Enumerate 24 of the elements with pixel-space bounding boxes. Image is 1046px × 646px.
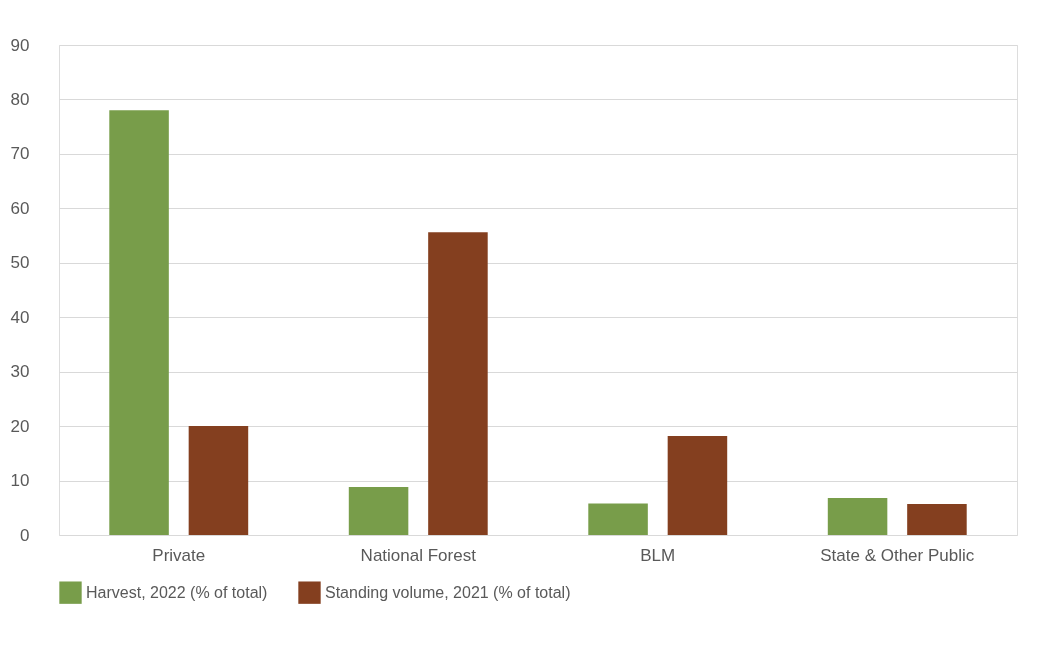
y-tick-label: 40 bbox=[10, 307, 30, 327]
y-tick-label: 10 bbox=[10, 471, 30, 491]
y-tick-label: 50 bbox=[10, 253, 30, 273]
y-tick-label: 0 bbox=[20, 525, 30, 545]
y-tick-label: 20 bbox=[10, 416, 30, 436]
x-tick-label: BLM bbox=[640, 545, 676, 565]
bar bbox=[588, 503, 648, 535]
bar bbox=[667, 435, 728, 535]
x-tick-label: Private bbox=[152, 545, 206, 565]
legend-label: Harvest, 2022 (% of total) bbox=[86, 583, 268, 601]
y-tick-label: 90 bbox=[10, 35, 30, 55]
bar bbox=[188, 426, 249, 535]
y-tick-label: 30 bbox=[10, 362, 30, 382]
bar bbox=[827, 497, 888, 535]
y-tick-label: 80 bbox=[10, 89, 30, 109]
x-tick-label: National Forest bbox=[360, 545, 477, 565]
y-tick-label: 60 bbox=[10, 198, 30, 218]
legend-label: Standing volume, 2021 (% of total) bbox=[325, 583, 571, 601]
bar bbox=[109, 110, 169, 535]
x-tick-label: State & Other Public bbox=[820, 545, 975, 565]
bar bbox=[907, 503, 967, 535]
bar bbox=[428, 232, 488, 535]
bar bbox=[348, 487, 409, 535]
y-tick-label: 70 bbox=[10, 144, 30, 164]
